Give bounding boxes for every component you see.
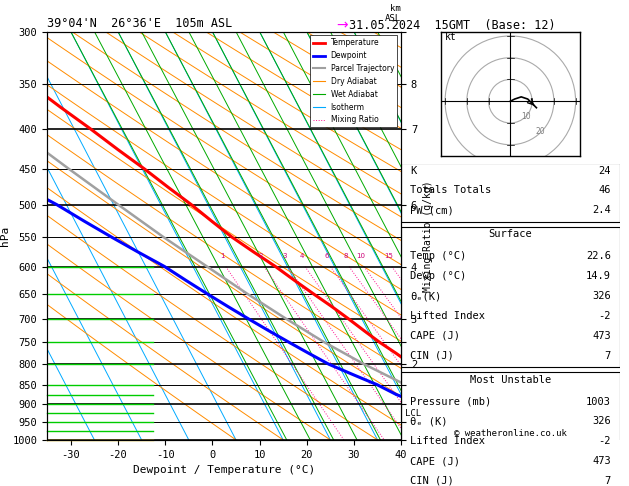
Text: 14.9: 14.9 (586, 271, 611, 281)
Text: 4: 4 (299, 253, 304, 259)
Text: Totals Totals: Totals Totals (410, 186, 491, 195)
Text: 10: 10 (356, 253, 365, 259)
Text: 22.6: 22.6 (586, 251, 611, 261)
Text: -2: -2 (598, 436, 611, 446)
Text: 326: 326 (592, 417, 611, 426)
Text: 7: 7 (604, 350, 611, 361)
Bar (401, 163, 620, 222)
Text: 24: 24 (598, 166, 611, 175)
Text: km
ASL: km ASL (385, 4, 401, 23)
Text: 326: 326 (592, 291, 611, 301)
Text: kt: kt (445, 32, 457, 42)
Text: K: K (410, 166, 416, 175)
X-axis label: Dewpoint / Temperature (°C): Dewpoint / Temperature (°C) (133, 465, 315, 475)
Text: Dewp (°C): Dewp (°C) (410, 271, 466, 281)
Text: 15: 15 (384, 253, 393, 259)
Text: -2: -2 (598, 311, 611, 321)
Text: 7: 7 (604, 476, 611, 486)
Text: θₑ (K): θₑ (K) (410, 417, 447, 426)
Text: 10: 10 (521, 112, 530, 121)
Text: 8: 8 (343, 253, 348, 259)
Text: 2.4: 2.4 (592, 205, 611, 215)
Text: Lifted Index: Lifted Index (410, 436, 485, 446)
Text: CIN (J): CIN (J) (410, 350, 454, 361)
Text: 3: 3 (282, 253, 287, 259)
Text: 39°04'N  26°36'E  105m ASL: 39°04'N 26°36'E 105m ASL (47, 17, 233, 31)
Text: CAPE (J): CAPE (J) (410, 330, 460, 341)
Legend: Temperature, Dewpoint, Parcel Trajectory, Dry Adiabat, Wet Adiabat, Isotherm, Mi: Temperature, Dewpoint, Parcel Trajectory… (310, 35, 398, 127)
Text: Pressure (mb): Pressure (mb) (410, 397, 491, 407)
Text: 473: 473 (592, 330, 611, 341)
Text: Most Unstable: Most Unstable (470, 375, 551, 384)
Y-axis label: hPa: hPa (0, 226, 9, 246)
Text: PW (cm): PW (cm) (410, 205, 454, 215)
Text: 20: 20 (536, 127, 545, 136)
Text: 2: 2 (259, 253, 263, 259)
Text: © weatheronline.co.uk: © weatheronline.co.uk (454, 430, 567, 438)
Text: 473: 473 (592, 456, 611, 466)
Bar (401, 227, 620, 367)
Text: Surface: Surface (489, 229, 532, 239)
Text: θₑ(K): θₑ(K) (410, 291, 441, 301)
Text: CIN (J): CIN (J) (410, 476, 454, 486)
Y-axis label: Mixing Ratio (g/kg): Mixing Ratio (g/kg) (423, 180, 433, 292)
Text: →: → (337, 18, 348, 32)
Text: 6: 6 (325, 253, 330, 259)
Text: 1003: 1003 (586, 397, 611, 407)
Bar (401, 372, 620, 486)
Text: CAPE (J): CAPE (J) (410, 456, 460, 466)
Text: 1: 1 (221, 253, 225, 259)
Text: 46: 46 (598, 186, 611, 195)
Text: 31.05.2024  15GMT  (Base: 12): 31.05.2024 15GMT (Base: 12) (349, 19, 555, 33)
Text: Temp (°C): Temp (°C) (410, 251, 466, 261)
Text: Lifted Index: Lifted Index (410, 311, 485, 321)
Text: LCL: LCL (404, 409, 421, 418)
